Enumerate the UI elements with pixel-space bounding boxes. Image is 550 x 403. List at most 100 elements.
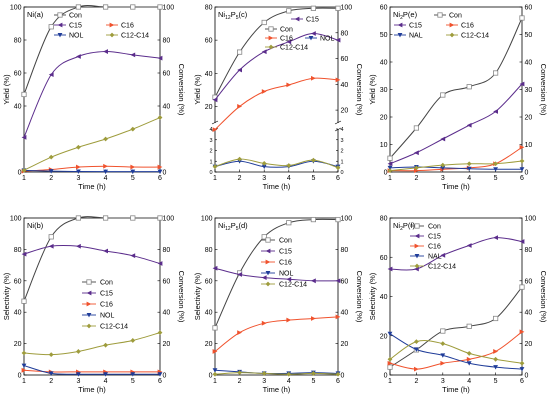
series-line-con [23, 5, 160, 95]
data-point-nal [387, 165, 393, 171]
data-point-con [466, 323, 472, 329]
data-point-con [310, 216, 317, 223]
data-point-c12-c14 [493, 356, 498, 362]
data-point-c12-c14 [76, 144, 81, 150]
x-tick-label: 2 [49, 175, 53, 182]
legend-label: C15 [428, 234, 441, 241]
data-point-c15 [157, 261, 163, 266]
legend-label: C16 [100, 302, 113, 309]
data-point-legend-nal [414, 254, 420, 259]
data-point-c16 [261, 320, 267, 326]
panel-title-part: 2 [400, 226, 403, 232]
data-point-nol [76, 169, 81, 174]
series-line-c16 [214, 316, 339, 352]
data-point-c12-c14 [103, 342, 108, 348]
data-point-nal [493, 167, 498, 172]
x-tick-label: 4 [467, 378, 471, 385]
data-point-c12-c14 [103, 136, 108, 142]
data-point-legend-nol [86, 313, 92, 318]
legend-label: NAL [428, 254, 442, 261]
y-tick-label: 60 [205, 38, 213, 45]
data-point-legend-con [57, 12, 63, 18]
data-point-con [48, 234, 54, 240]
data-point-c12-c14 [414, 165, 419, 171]
y2-tick-label: 40 [525, 60, 533, 67]
y-tick-label: 40 [205, 310, 213, 317]
data-point-c15 [48, 243, 54, 249]
x-axis-label: Time (h) [442, 182, 470, 191]
chart-panel-c: 1 2 3 4 5 620406080012342040608010001234Time … [193, 5, 364, 192]
y-tick-label: 40 [205, 71, 213, 78]
data-point-c12-c14 [440, 162, 446, 168]
y2-tick-label: 80 [525, 247, 533, 254]
x-tick-label: 6 [158, 378, 162, 385]
data-point-c15 [493, 109, 498, 114]
y2-tick-label: 80 [163, 38, 171, 45]
data-point-c12-c14 [76, 349, 81, 354]
y-axis-label: Yield (%) [193, 74, 202, 105]
data-point-c15 [130, 52, 136, 58]
plot-frame [214, 217, 339, 376]
data-point-legend-c16 [414, 243, 420, 249]
y-tick-label: 100 [201, 216, 213, 223]
data-point-c12-c14 [130, 126, 136, 132]
data-point-c16 [335, 314, 341, 320]
data-point-c12-c14 [311, 371, 316, 376]
panel-title-part: 5 [236, 226, 239, 232]
y-tick-label: 50 [380, 32, 388, 39]
data-point-legend-con [414, 223, 420, 229]
y2-axis-label: Conversion (%) [355, 64, 364, 116]
x-tick-label: 6 [520, 175, 524, 182]
data-point-legend-c15 [86, 290, 92, 296]
data-point-nal [440, 165, 446, 171]
y2-tick-label: 60 [341, 278, 349, 285]
y-axis-label: Yield (%) [2, 74, 11, 105]
y2-axis-label: Conversion (%) [177, 271, 186, 323]
series-line-c12-c14 [389, 160, 523, 172]
data-point-nal [387, 331, 393, 337]
data-point-nal [466, 166, 472, 172]
panel-title-part: P [231, 10, 236, 19]
y2-tick-label: 4 [341, 127, 344, 133]
x-tick-label: 3 [262, 378, 266, 385]
y2-tick-label: 100 [525, 216, 537, 223]
panel-title-part: Ni [218, 221, 225, 230]
data-point-con [466, 84, 472, 90]
legend-label: Con [100, 280, 113, 287]
data-point-nol [157, 169, 163, 175]
data-point-c16 [440, 360, 446, 366]
legend-label: C16 [428, 244, 441, 251]
data-point-c15 [440, 252, 446, 258]
legend-label: C12-C14 [279, 282, 307, 289]
data-point-c16 [466, 356, 472, 362]
data-point-c15 [237, 272, 242, 277]
y-tick-label: 60 [14, 71, 22, 78]
series-line-con [389, 17, 523, 159]
y2-tick-label: 3 [341, 138, 344, 144]
y2-tick-label: 40 [341, 82, 349, 89]
y-tick-label: 4 [209, 127, 212, 133]
data-point-c12-c14 [286, 163, 292, 168]
panel-title-part: 5 [236, 15, 239, 21]
panel-title-part: P(f) [403, 221, 416, 230]
data-point-legend-con [86, 279, 92, 285]
y-tick-label: 10 [380, 142, 388, 149]
panel-title-part: (d) [239, 221, 249, 230]
series-line-c16 [389, 331, 523, 370]
y2-axis-label: Conversion (%) [539, 64, 548, 116]
data-point-legend-c16 [109, 22, 115, 28]
data-point-c15 [466, 243, 472, 248]
data-point-c12-c14 [440, 341, 446, 346]
data-point-con [236, 49, 243, 55]
data-point-c15 [157, 55, 163, 61]
data-point-nol [48, 169, 54, 174]
series-line-con [23, 216, 160, 302]
data-point-con [130, 4, 136, 10]
x-tick-label: 1 [213, 378, 217, 385]
y2-tick-label: 60 [163, 71, 171, 78]
